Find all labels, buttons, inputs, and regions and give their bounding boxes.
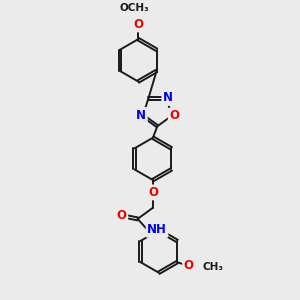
- Text: O: O: [169, 109, 179, 122]
- Text: O: O: [184, 259, 194, 272]
- Text: CH₃: CH₃: [203, 262, 224, 272]
- Text: N: N: [163, 92, 173, 104]
- Text: N: N: [136, 109, 146, 122]
- Text: OCH₃: OCH₃: [120, 3, 150, 13]
- Text: O: O: [148, 186, 158, 199]
- Text: O: O: [133, 18, 143, 31]
- Text: NH: NH: [147, 223, 167, 236]
- Text: O: O: [117, 209, 127, 222]
